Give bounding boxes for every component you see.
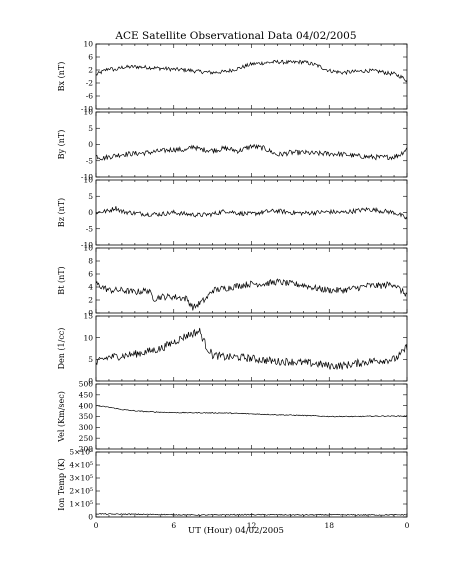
y-tick-label: 0 bbox=[88, 140, 93, 149]
y-axis-label: Bt (nT) bbox=[57, 266, 66, 294]
series-line-1 bbox=[95, 405, 408, 418]
y-tick-label: 500 bbox=[79, 380, 94, 389]
y-tick-label: 300 bbox=[79, 423, 94, 432]
y-tick-label: -10 bbox=[81, 105, 93, 114]
series-line-1 bbox=[95, 278, 408, 311]
y-tick-label: -5 bbox=[86, 224, 94, 233]
y-tick-label: 0 bbox=[88, 208, 93, 217]
y-tick-label: 4×10⁵ bbox=[69, 461, 93, 470]
y-tick-label: 5 bbox=[88, 355, 93, 364]
y-axis-label: Bx (nT) bbox=[57, 62, 66, 92]
y-axis-label: Bz (nT) bbox=[57, 198, 66, 227]
x-tick-label: 0 bbox=[94, 521, 99, 530]
y-tick-label: -10 bbox=[81, 173, 93, 182]
series-line-1 bbox=[95, 143, 408, 161]
panel-frame bbox=[95, 315, 408, 382]
y-tick-label: 6 bbox=[88, 270, 93, 279]
x-axis-label: UT (Hour) 04/02/2005 bbox=[188, 525, 284, 536]
y-tick-label: 5 bbox=[88, 192, 93, 201]
y-tick-label: 3×10⁵ bbox=[69, 474, 93, 483]
x-tick-label: 0 bbox=[405, 521, 410, 530]
panels-group: -10 -6 -2 2 6 10 Bx (nT) -10 -5 0 5 10 By (nT) -10 -5 0… bbox=[57, 40, 410, 530]
y-tick-label: 250 bbox=[79, 434, 94, 443]
y-tick-label: 5 bbox=[88, 124, 93, 133]
y-axis-label: Vel (Km/sec) bbox=[57, 391, 66, 443]
panel-1: -10 -6 -2 2 6 10 Bx (nT) bbox=[57, 40, 408, 114]
y-tick-label: 350 bbox=[79, 412, 94, 421]
y-tick-label: -6 bbox=[86, 92, 94, 101]
y-tick-label: 450 bbox=[79, 390, 94, 399]
y-tick-label: 8 bbox=[88, 257, 93, 266]
y-tick-label: 6 bbox=[88, 53, 93, 62]
y-tick-label: 10 bbox=[83, 244, 93, 253]
panel-frame bbox=[95, 43, 408, 110]
y-tick-label: 1×10⁵ bbox=[69, 500, 93, 509]
x-tick-label: 6 bbox=[171, 521, 176, 530]
series-line-1 bbox=[95, 59, 408, 83]
y-tick-label: 2×10⁵ bbox=[69, 487, 93, 496]
y-tick-label: 2 bbox=[88, 66, 93, 75]
y-axis-label: Den (1/cc) bbox=[57, 328, 66, 370]
y-tick-label: 2 bbox=[88, 296, 93, 305]
series-line-1 bbox=[95, 513, 408, 516]
y-tick-label: -2 bbox=[86, 79, 94, 88]
y-tick-label: 10 bbox=[83, 40, 93, 49]
y-tick-label: 200 bbox=[79, 445, 94, 454]
chart-title: ACE Satellite Observational Data 04/02/2… bbox=[114, 30, 356, 42]
y-tick-label: 400 bbox=[79, 401, 94, 410]
y-tick-label: 5×10⁵ bbox=[69, 448, 93, 457]
panel-2: -10 -5 0 5 10 By (nT) bbox=[57, 108, 408, 182]
y-axis-label: Ion Temp (K) bbox=[57, 458, 66, 511]
panel-3: -10 -5 0 5 10 Bz (nT) bbox=[57, 176, 408, 250]
y-tick-label: 0 bbox=[88, 309, 93, 318]
y-tick-label: 15 bbox=[83, 312, 93, 321]
y-axis-label: By (nT) bbox=[57, 130, 66, 160]
panel-5: 0 5 10 15 Den (1/cc) bbox=[57, 312, 408, 386]
panel-frame bbox=[95, 111, 408, 178]
x-tick-label: 18 bbox=[324, 521, 334, 530]
y-tick-label: 4 bbox=[88, 283, 93, 292]
y-tick-label: 10 bbox=[83, 176, 93, 185]
panel-4: 0 2 4 6 8 10 Bt (nT) bbox=[57, 244, 408, 318]
y-tick-label: 10 bbox=[83, 108, 93, 117]
y-tick-label: -5 bbox=[86, 156, 94, 165]
y-tick-label: 0 bbox=[88, 377, 93, 386]
y-tick-label: -10 bbox=[81, 241, 93, 250]
y-tick-label: 10 bbox=[83, 333, 93, 342]
series-line-1 bbox=[95, 327, 408, 370]
y-tick-label: 0 bbox=[88, 513, 93, 522]
series-line-1 bbox=[95, 206, 408, 220]
panel-frame bbox=[95, 451, 408, 518]
panel-frame bbox=[95, 247, 408, 314]
x-tick-label: 12 bbox=[247, 521, 257, 530]
